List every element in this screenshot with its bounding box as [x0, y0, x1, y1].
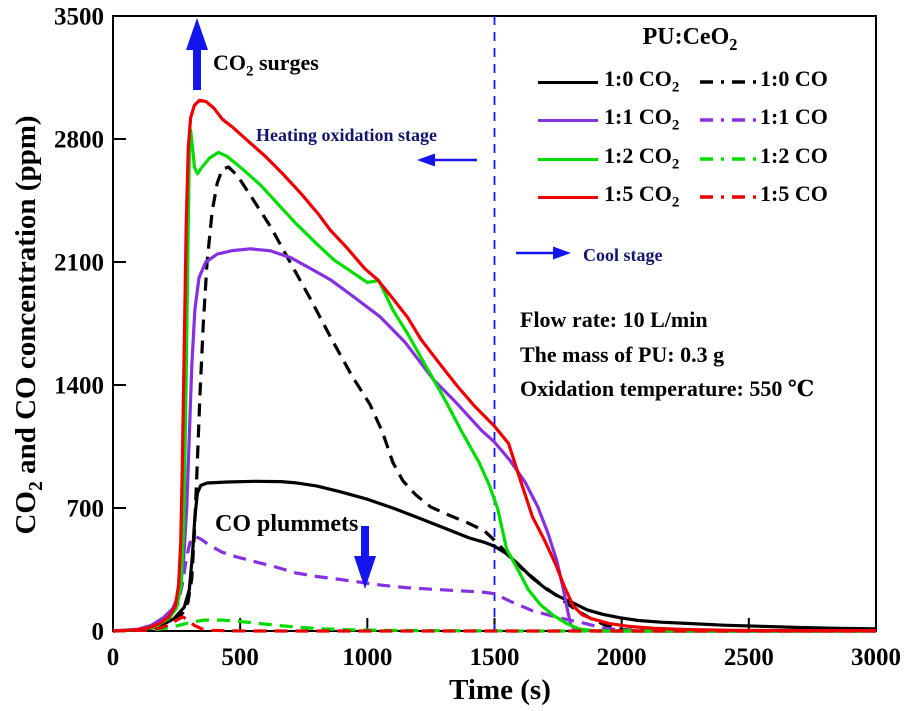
legend-row: 1:1 CO2 1:1 CO [538, 102, 883, 141]
y-tick-label: 0 [92, 619, 105, 646]
series-1-5-CO [112, 615, 876, 633]
legend-solid-line-sample [538, 157, 598, 161]
x-tick-label: 1500 [470, 644, 520, 671]
x-tick-label: 3000 [851, 644, 901, 671]
legend: PU:CeO2 1:0 CO2 1:0 CO 1:1 CO2 1:1 CO 1:2 CO… [538, 0, 883, 230]
x-tick-label: 1000 [342, 644, 392, 671]
legend-solid-line-sample [538, 80, 598, 84]
series-1-5-CO2 [112, 98, 876, 633]
y-tick-label: 2100 [54, 250, 104, 277]
y-tick-label: 2800 [54, 127, 104, 154]
legend-dashed-line-sample [700, 118, 757, 122]
legend-co-label: 1:1 CO [760, 104, 828, 129]
legend-co2-label: 1:0 CO2 [604, 65, 680, 95]
co2-surges-arrow-icon [186, 18, 208, 90]
legend-co2-label: 1:2 CO2 [604, 142, 680, 172]
x-tick-label: 2000 [597, 644, 647, 671]
legend-row: 1:5 CO2 1:5 CO [538, 179, 883, 218]
legend-dashed-line-sample [700, 156, 757, 161]
legend-co-label: 1:2 CO [760, 142, 828, 168]
legend-co-label: 1:0 CO [760, 65, 828, 91]
legend-co-label: 1:5 CO [760, 181, 828, 206]
annotation-arrows [186, 18, 571, 589]
legend-row: 1:2 CO2 1:2 CO [538, 141, 883, 180]
legend-solid-line-sample [538, 196, 598, 199]
y-tick-label: 1400 [54, 373, 104, 400]
legend-solid-line-sample [538, 119, 598, 122]
cool-stage-arrow-icon [516, 246, 571, 260]
y-tick-label: 700 [67, 496, 105, 523]
x-tick-label: 500 [221, 644, 259, 671]
co-plummets-arrow-icon [354, 526, 376, 589]
legend-title: PU:CeO2 [642, 24, 738, 54]
legend-co2-label: 1:1 CO2 [604, 104, 680, 134]
data-series [112, 98, 877, 633]
series-1-2-CO2 [112, 128, 876, 633]
heating-stage-arrow-icon [417, 153, 477, 167]
legend-row: 1:0 CO2 1:0 CO [538, 64, 883, 103]
series-1-0-CO [112, 165, 876, 633]
legend-dashed-line-sample [700, 195, 757, 199]
y-tick-label: 3500 [54, 4, 104, 31]
legend-co2-label: 1:5 CO2 [604, 181, 680, 211]
x-tick-label: 2500 [724, 644, 774, 671]
axis-ticks: 0 500 1000 1500 2000 2500 3000 0 700 1400 2100 2800… [54, 4, 901, 672]
x-tick-label: 0 [107, 644, 120, 671]
legend-dashed-line-sample [700, 79, 757, 84]
